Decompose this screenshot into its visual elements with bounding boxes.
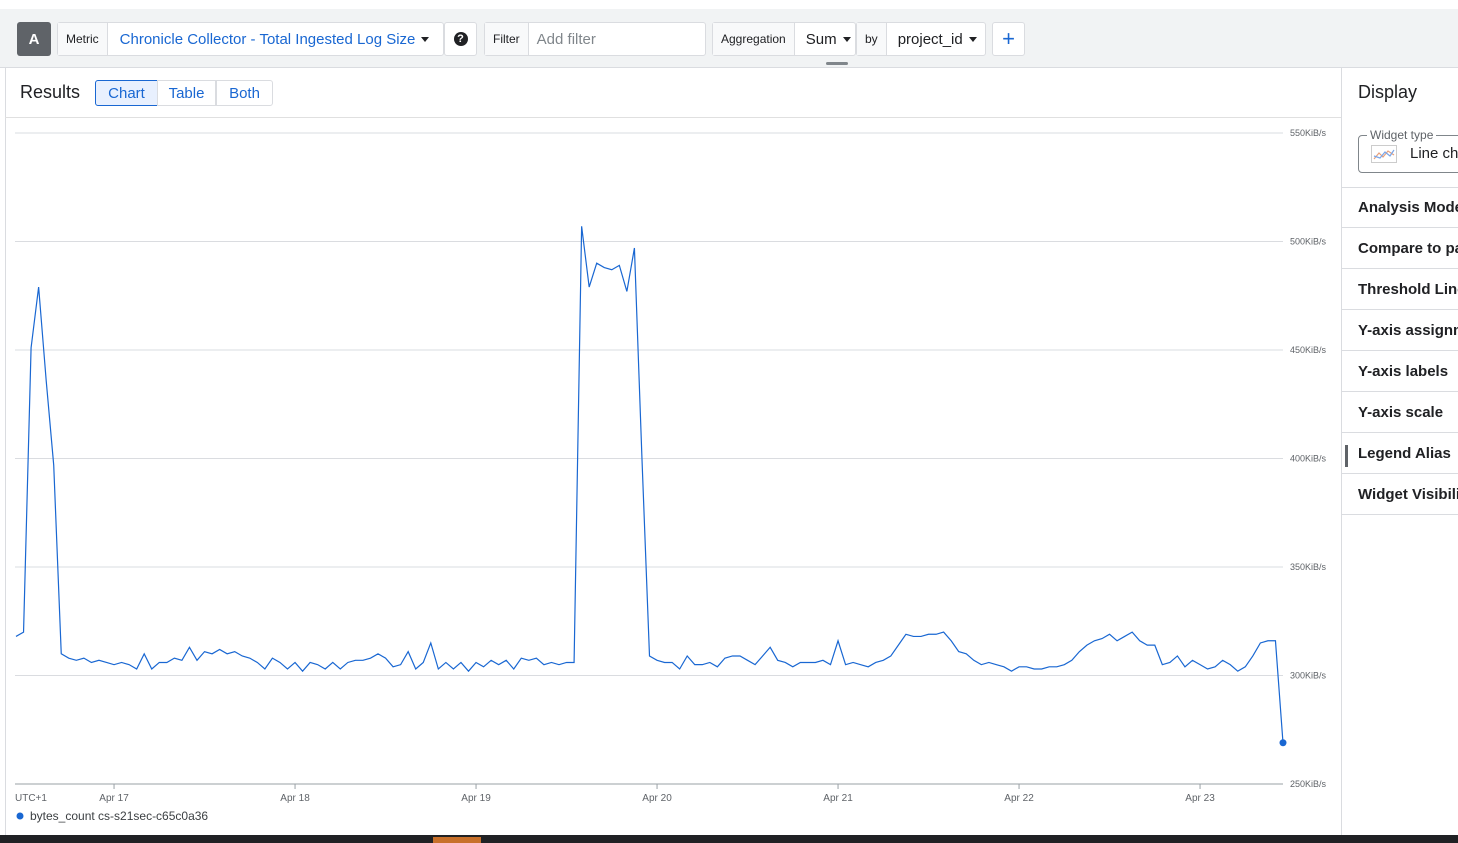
group-by-selector[interactable]: by project_id xyxy=(856,22,986,56)
metric-selector[interactable]: Metric Chronicle Collector - Total Inges… xyxy=(57,22,444,56)
results-area xyxy=(5,68,1342,835)
widget-type-label: Widget type xyxy=(1367,128,1437,142)
y-tick-label: 350KiB/s xyxy=(1290,562,1327,572)
display-section[interactable]: Y-axis labels xyxy=(1342,351,1458,392)
chart: 250KiB/s 300KiB/s 350KiB/s 400KiB/s 450KiB/s… xyxy=(15,128,1327,823)
group-by-value: project_id xyxy=(897,30,963,48)
aggregation-value: Sum xyxy=(805,30,837,48)
add-button[interactable]: + xyxy=(992,22,1025,56)
query-badge: A xyxy=(17,22,51,56)
resize-handle[interactable] xyxy=(826,62,848,65)
taskbar-item xyxy=(433,837,481,843)
filter-input[interactable]: Filter Add filter xyxy=(484,22,706,56)
y-tick-label: 450KiB/s xyxy=(1290,345,1327,355)
legend-label: bytes_count cs-s21sec-c65c0a36 xyxy=(30,809,208,823)
display-section[interactable]: Compare to past xyxy=(1342,228,1458,269)
line-chart-icon xyxy=(1371,145,1397,163)
view-tab[interactable]: Chart xyxy=(95,80,158,106)
widget-type-field[interactable]: Widget type Line chart xyxy=(1358,128,1458,173)
results-title: Results xyxy=(20,82,81,102)
x-tick-label: Apr 18 xyxy=(280,793,310,804)
x-tick-label: Apr 20 xyxy=(642,793,672,804)
y-tick-label: 250KiB/s xyxy=(1290,779,1327,789)
last-point xyxy=(1279,739,1287,747)
metric-value: Chronicle Collector - Total Ingested Log… xyxy=(119,30,416,48)
x-tick-label: Apr 23 xyxy=(1185,793,1215,804)
display-section[interactable]: Threshold Line xyxy=(1342,269,1458,310)
taskbar xyxy=(0,835,1458,843)
x-axis-note: UTC+1 xyxy=(15,793,47,804)
display-section[interactable]: Legend Alias xyxy=(1342,433,1458,474)
widget-type-value: Line chart xyxy=(1410,145,1458,162)
legend-marker xyxy=(16,812,24,820)
y-tick-label: 300KiB/s xyxy=(1290,671,1327,681)
y-tick-label: 400KiB/s xyxy=(1290,454,1327,464)
data-line xyxy=(15,226,1284,743)
y-tick-label: 500KiB/s xyxy=(1290,237,1327,247)
view-tab[interactable]: Table xyxy=(157,80,216,106)
view-tab[interactable]: Both xyxy=(216,80,273,106)
display-section[interactable]: Analysis Mode xyxy=(1342,187,1458,228)
x-tick-label: Apr 19 xyxy=(461,793,491,804)
results-header: Results xyxy=(5,68,1341,118)
x-tick-label: Apr 22 xyxy=(1004,793,1034,804)
panel-title: Display xyxy=(1358,82,1418,102)
filter-placeholder: Add filter xyxy=(536,30,596,48)
display-section[interactable]: Widget Visibility xyxy=(1342,474,1458,515)
x-tick-label: Apr 21 xyxy=(823,793,853,804)
y-tick-label: 550KiB/s xyxy=(1290,128,1327,138)
aggregation-label: Aggregation xyxy=(713,23,795,55)
display-section[interactable]: Y-axis assignment xyxy=(1342,310,1458,351)
metric-label: Metric xyxy=(58,23,108,55)
section-marker xyxy=(1345,445,1348,467)
display-panel: Display Widget type Line chart Analysis … xyxy=(1341,68,1458,835)
help-button[interactable]: ? xyxy=(444,22,477,56)
x-tick-label: Apr 17 xyxy=(99,793,129,804)
filter-label: Filter xyxy=(485,23,529,55)
by-label: by xyxy=(857,23,887,55)
aggregation-selector[interactable]: Aggregation Sum xyxy=(712,22,856,56)
display-section[interactable]: Y-axis scale xyxy=(1342,392,1458,433)
